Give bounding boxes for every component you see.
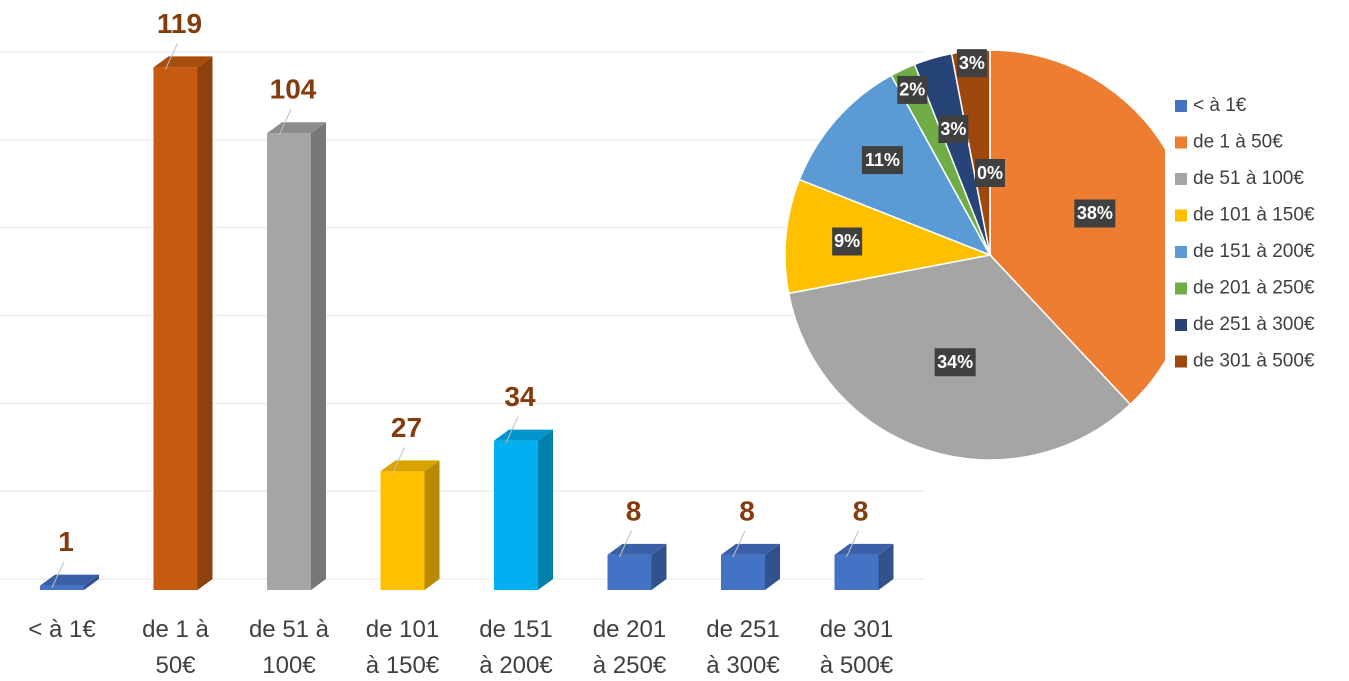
bar [721,543,780,590]
bar-top [721,543,780,555]
bar-side [651,543,667,590]
x-tick-label: de 201 à 250€ [592,616,667,679]
pie-slice [784,178,993,295]
data-label: 8 [626,495,642,526]
bar-top [607,543,667,555]
bar-top [267,122,326,134]
leader-line [619,530,632,558]
bar [267,122,326,591]
legend-swatch [1175,246,1187,258]
legend-label: < à 1€ [1193,95,1247,116]
x-tick-label: de 151 à 200€ [479,616,553,679]
bar-side [538,429,553,590]
bar-front [153,67,198,591]
legend-label: de 251 à 300€ [1193,314,1315,335]
data-label: 104 [270,74,317,105]
data-label: 3% [940,119,966,139]
legend-label: de 1 à 50€ [1193,132,1283,153]
legend-label: de 301 à 500€ [1193,351,1315,372]
legend-box [1165,82,1349,392]
label-box [897,75,928,104]
leader-line [51,561,65,588]
legend-label: de 101 à 150€ [1193,205,1315,226]
x-tick-label: de 301 à 500€ [819,616,894,679]
x-tick-label: < à 1€ [28,616,96,643]
data-label: 0% [977,163,1003,183]
data-label: 2% [899,80,925,100]
bar-front [380,471,425,590]
label-box [832,227,863,256]
leader-line [505,416,519,443]
bar [834,543,894,590]
bar-front [607,554,652,590]
x-tick-label: de 51 à 100€ [248,616,330,679]
bar [607,543,667,590]
bar [40,574,99,590]
bar-top [494,429,553,441]
x-tick-label: de 1 à 50€ [142,616,209,679]
bar-side [197,56,213,591]
label-box [938,115,969,144]
legend-label: de 51 à 100€ [1193,168,1304,189]
data-label: 27 [391,412,422,443]
legend-label: de 151 à 200€ [1193,241,1315,262]
x-tick-label: de 101 à 150€ [365,616,440,679]
bar [153,56,213,591]
data-label: 34 [504,381,536,412]
label-box [956,49,987,78]
data-label: 34% [937,352,973,372]
bar-side [84,574,99,590]
data-label: 1 [58,526,74,557]
bar-top [834,543,894,555]
legend-swatch [1175,319,1187,331]
leader-line [846,530,859,558]
bar-top [40,574,99,586]
bar-side [765,543,780,590]
data-label: 11% [865,150,900,170]
legend-swatch [1175,282,1187,295]
bar-front [494,440,538,590]
bar-front [267,133,311,590]
label-box [934,348,976,377]
data-label: 8 [853,495,869,526]
legend-swatch [1175,355,1187,368]
bar-front [834,554,879,590]
data-label: 8 [739,495,755,526]
label-box [1074,199,1116,228]
bar-top [153,56,213,68]
leader-line [732,530,746,558]
legend-swatch [1175,173,1187,185]
bar [380,460,440,590]
data-label: 9% [834,231,860,251]
bar [494,429,553,590]
bar-top [380,460,440,472]
bar-side [311,122,326,591]
legend-label: de 201 à 250€ [1193,278,1315,299]
bar-front [721,554,765,590]
data-label: 38% [1077,203,1113,223]
leader-line [392,447,405,474]
leader-line [278,109,292,136]
data-label: 119 [157,8,202,39]
bar-front [40,585,84,590]
x-tick-label: de 251 à 300€ [706,616,780,679]
label-box [861,146,903,175]
leader-line [165,43,178,70]
bar-side [424,460,440,590]
legend-swatch [1175,100,1187,112]
legend-swatch [1175,136,1187,149]
label-box [975,159,1005,187]
legend-swatch [1175,209,1187,222]
bar-side [878,543,894,590]
data-label: 3% [959,53,985,73]
